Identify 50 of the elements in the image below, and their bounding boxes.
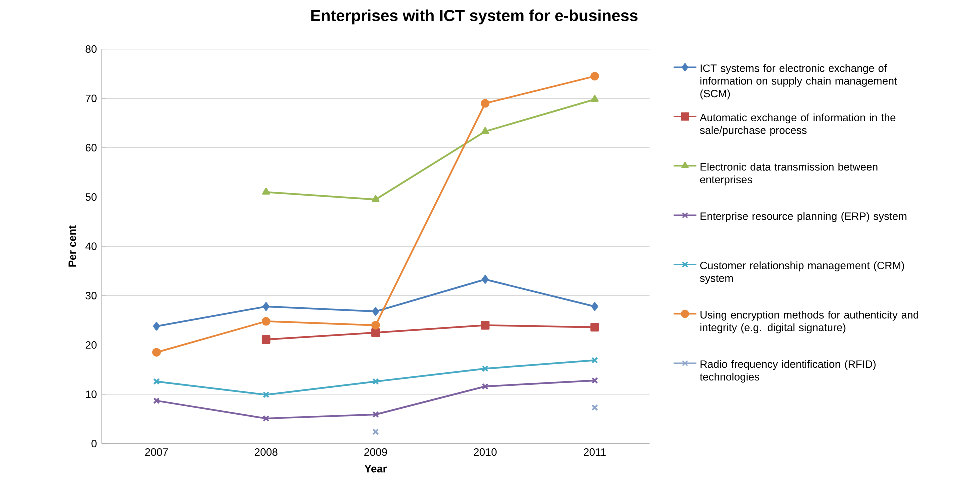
y-axis-title: Per cent — [68, 226, 76, 267]
point — [590, 323, 600, 332]
y-tick-label: 10 — [86, 390, 97, 398]
point — [262, 302, 270, 311]
point — [262, 415, 270, 422]
point — [262, 188, 270, 195]
legend-label: ICT systems for electronic exchange of information on supply chain management (SCM) — [700, 64, 898, 100]
point — [152, 348, 162, 357]
point — [372, 195, 380, 202]
y-tick-label: 80 — [86, 45, 97, 54]
point — [591, 95, 599, 102]
x-tick-label: 2007 — [145, 448, 168, 456]
point — [372, 411, 380, 418]
y-tick-label: 30 — [86, 292, 97, 300]
x-axis-title: Year — [364, 465, 387, 473]
point — [372, 428, 380, 436]
x-tick-label: 2009 — [364, 448, 388, 456]
point — [482, 275, 489, 284]
y-tick-label: 60 — [86, 144, 97, 152]
point — [481, 99, 490, 108]
legend-label: Using encryption methods for authenticity and integrity (e.g. digital signature) — [700, 310, 919, 334]
point — [262, 317, 271, 326]
legend-label: Electronic data transmission between enterprises — [700, 162, 878, 186]
point — [481, 321, 490, 330]
y-tick-label: 20 — [86, 341, 97, 349]
point — [482, 365, 489, 372]
y-tick-label: 50 — [86, 193, 97, 201]
x-tick-label: 2008 — [254, 448, 278, 456]
point — [372, 328, 380, 338]
y-tick-label: 40 — [86, 242, 97, 250]
legend-label: Enterprise resource planning (ERP) system — [700, 212, 907, 222]
point — [482, 383, 489, 390]
point — [372, 307, 380, 316]
chart-title: Enterprises with ICT system for e-business — [312, 10, 638, 25]
y-tick-label: 0 — [92, 440, 97, 448]
point — [372, 321, 380, 330]
point — [262, 335, 271, 344]
point — [482, 127, 490, 134]
legend-label: Radio frequency identification (RFID) technologies — [700, 360, 876, 383]
legend-label: Automatic exchange of information in the sale/purchase process — [700, 114, 896, 136]
point — [592, 302, 598, 311]
point — [262, 392, 270, 398]
point — [153, 322, 160, 331]
point — [372, 378, 380, 385]
legend-label: Customer relationship management (CRM) system — [700, 262, 904, 284]
point — [590, 72, 600, 81]
y-tick-label: 70 — [86, 94, 97, 102]
x-tick-label: 2011 — [584, 448, 606, 456]
point — [592, 404, 598, 412]
x-tick-label: 2010 — [474, 448, 497, 456]
